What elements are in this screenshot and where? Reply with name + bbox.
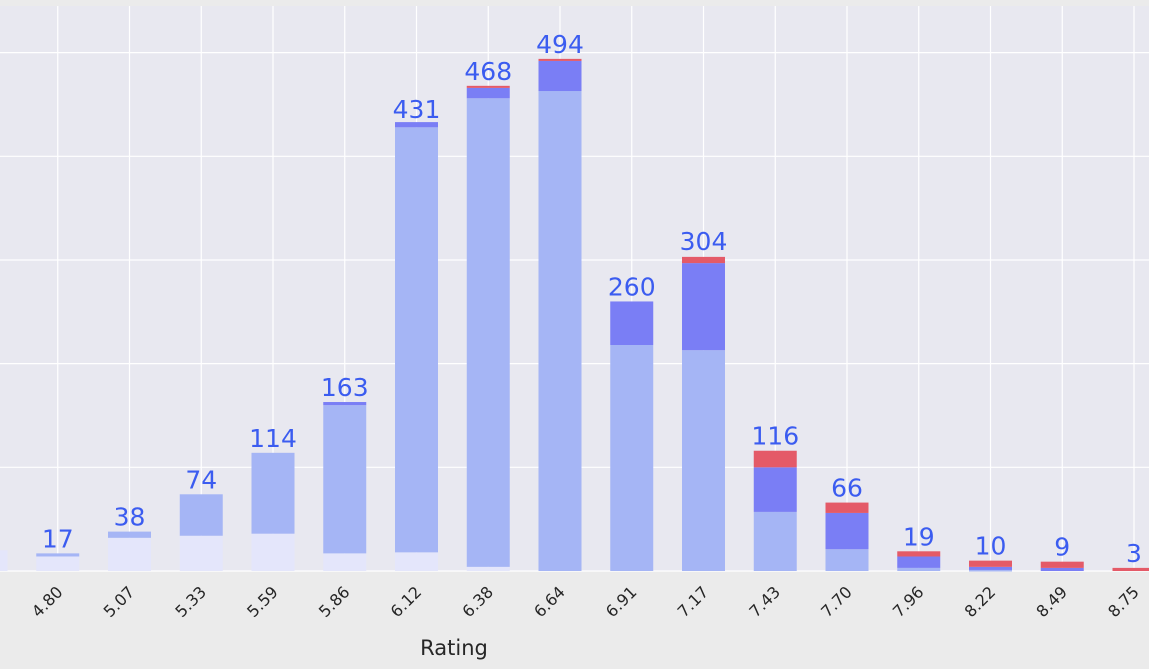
x-axis-title: Rating	[420, 636, 488, 660]
bar-segment	[753, 467, 797, 512]
bar-segment	[1040, 561, 1084, 568]
bar-segment	[466, 85, 510, 88]
bar-segment	[538, 58, 582, 61]
bar-value-label: 304	[680, 227, 728, 256]
bar-segment	[969, 560, 1012, 567]
bar-segment	[251, 452, 295, 534]
bar-segment	[108, 537, 151, 571]
bar-value-label: 10	[975, 532, 1007, 561]
bar-segment	[323, 402, 367, 406]
bar-segment	[682, 350, 725, 571]
bar-segment	[466, 566, 510, 571]
bar-segment	[825, 549, 869, 571]
bar-value-label: 74	[185, 465, 217, 494]
bar-segment	[753, 450, 797, 468]
bar-segment	[395, 127, 438, 553]
bar-segment	[36, 556, 80, 571]
bar-value-label: 17	[42, 524, 74, 553]
bar-segment	[825, 512, 869, 550]
bar-value-label: 9	[1054, 533, 1070, 562]
bar-value-label: 431	[393, 95, 441, 124]
bar-segment	[969, 569, 1012, 572]
bar-value-label: 3	[1126, 539, 1142, 568]
bar-value-label: 260	[608, 272, 656, 301]
bar-segment	[179, 494, 223, 536]
bar-segment	[682, 263, 725, 351]
bar-segment	[179, 535, 223, 571]
bar-segment	[108, 531, 151, 538]
bar-value-label: 66	[831, 474, 863, 503]
bar-segment	[395, 552, 438, 571]
bars-group	[0, 58, 1149, 572]
bar-value-label: 114	[249, 424, 297, 453]
bar-segment	[395, 122, 438, 128]
bar-segment	[610, 345, 654, 571]
bar-segment	[682, 256, 725, 264]
bar-segment	[1040, 567, 1084, 571]
bar-segment	[1112, 567, 1149, 571]
bar-value-label: 163	[321, 373, 369, 402]
bar-segment	[36, 553, 80, 557]
value-labels-group: 017387411416343146849426030411666191093	[42, 30, 1142, 568]
bar-value-label: 468	[464, 57, 512, 86]
bar-segment	[538, 60, 582, 92]
bar-segment	[610, 301, 654, 345]
bar-value-label: 494	[536, 30, 584, 59]
bar-segment	[897, 567, 941, 571]
bar-value-label: 38	[114, 503, 146, 532]
bar-segment	[538, 91, 582, 572]
bar-value-label: 19	[903, 522, 935, 551]
bar-segment	[466, 98, 510, 567]
bar-segment	[466, 87, 510, 99]
bar-segment	[323, 405, 367, 554]
bar-segment	[0, 550, 8, 571]
bar-segment	[897, 556, 941, 568]
bar-segment	[825, 502, 869, 513]
bar-segment	[969, 566, 1012, 570]
bar-segment	[251, 533, 295, 571]
bar-segment	[323, 553, 367, 571]
bar-value-label: 116	[751, 422, 799, 451]
bar-segment	[897, 551, 941, 557]
bar-segment	[753, 511, 797, 571]
